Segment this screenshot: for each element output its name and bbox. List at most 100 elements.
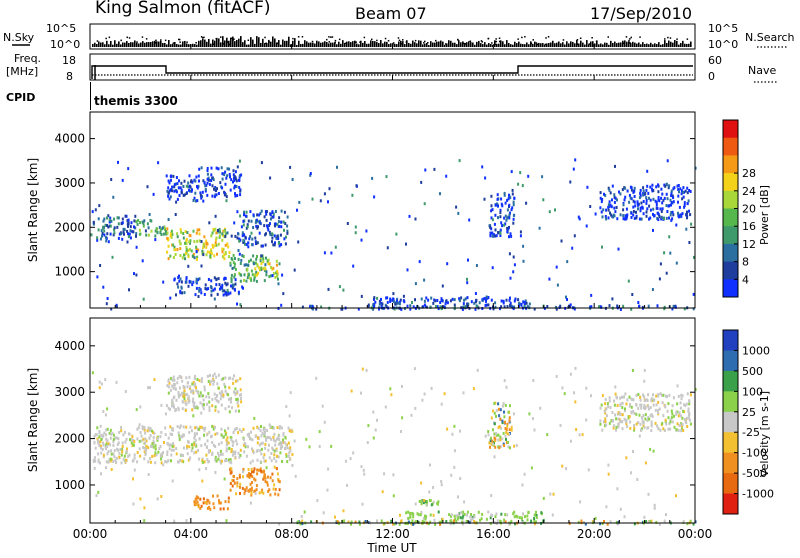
data-cell (224, 182, 227, 186)
data-cell (182, 454, 184, 457)
data-cell (497, 407, 500, 411)
data-cell (208, 505, 210, 509)
data-cell (276, 234, 279, 238)
data-cell (489, 445, 491, 449)
data-cell (248, 259, 250, 263)
data-cell (249, 210, 252, 214)
data-cell (255, 449, 258, 453)
data-cell (633, 424, 636, 427)
data-cell (203, 460, 206, 464)
nsky-bar (646, 43, 648, 47)
data-cell (598, 305, 601, 309)
nsky-bar (208, 38, 210, 47)
data-cell (185, 519, 188, 523)
nsky-bar (374, 41, 376, 47)
data-cell (315, 376, 318, 380)
nsky-bar (566, 41, 568, 47)
data-cell (498, 425, 501, 428)
nsky-bar (158, 41, 160, 47)
nsky-bar (172, 43, 174, 47)
data-cell (585, 224, 588, 228)
data-cell (676, 422, 679, 426)
data-cell (645, 198, 648, 202)
nsky-bar (348, 41, 350, 47)
data-cell (231, 286, 234, 290)
data-cell (213, 195, 216, 199)
data-cell (247, 263, 250, 267)
data-cell (228, 251, 231, 254)
data-cell (243, 263, 246, 267)
data-cell (228, 167, 231, 171)
nsky-bar (254, 43, 256, 47)
data-cell (262, 428, 265, 432)
data-cell (554, 208, 556, 212)
data-cell (227, 426, 230, 430)
nsky-bar (174, 42, 176, 47)
data-cell (495, 409, 498, 413)
nsky-bar (484, 42, 486, 47)
data-cell (270, 437, 273, 441)
data-cell (130, 441, 133, 445)
data-cell (211, 404, 214, 408)
data-cell (254, 261, 257, 265)
data-cell (236, 210, 239, 214)
data-cell (120, 232, 123, 236)
data-cell (236, 401, 239, 405)
data-cell (619, 213, 622, 217)
data-cell (142, 437, 145, 441)
data-cell (492, 307, 495, 311)
data-cell (217, 400, 220, 404)
nsky-bar (182, 41, 184, 47)
data-cell (613, 403, 616, 407)
data-cell (154, 234, 157, 238)
data-cell (188, 279, 191, 283)
data-cell (233, 221, 236, 225)
data-cell (261, 488, 264, 492)
data-cell (444, 302, 447, 306)
data-cell (429, 463, 431, 467)
data-cell (146, 429, 149, 433)
data-cell (96, 426, 99, 430)
data-cell (493, 411, 496, 415)
data-cell (209, 255, 212, 259)
data-cell (184, 393, 187, 397)
data-cell (214, 426, 216, 429)
data-cell (285, 454, 288, 458)
data-cell (392, 298, 395, 302)
nsky-bar (250, 37, 252, 47)
data-cell (642, 393, 645, 397)
data-cell (243, 213, 245, 217)
nsearch-dot (498, 37, 501, 39)
data-cell (218, 499, 220, 503)
data-cell (642, 424, 645, 428)
data-cell (574, 366, 577, 370)
data-cell (449, 519, 452, 523)
data-cell (198, 457, 201, 461)
data-cell (264, 476, 267, 480)
data-cell (186, 444, 189, 448)
nsky-bar (630, 43, 632, 47)
data-cell (189, 425, 192, 429)
data-cell (253, 416, 256, 420)
data-cell (648, 204, 651, 208)
data-cell (172, 442, 174, 446)
nsearch-dot (577, 43, 579, 45)
data-cell (111, 431, 114, 435)
nsky-bar (532, 43, 534, 47)
data-cell (194, 191, 197, 195)
data-cell (418, 500, 421, 503)
data-cell (264, 443, 267, 446)
data-cell (619, 420, 622, 424)
data-cell (424, 514, 426, 518)
data-cell (224, 232, 227, 236)
data-cell (123, 228, 126, 231)
nsearch-dot (495, 40, 497, 43)
data-cell (468, 520, 471, 524)
data-cell (271, 267, 274, 271)
nsky-bar (104, 44, 106, 47)
data-cell (665, 192, 668, 196)
data-cell (179, 254, 182, 257)
data-cell (430, 296, 433, 300)
colorbar-swatch (723, 432, 738, 454)
data-cell (409, 515, 412, 519)
